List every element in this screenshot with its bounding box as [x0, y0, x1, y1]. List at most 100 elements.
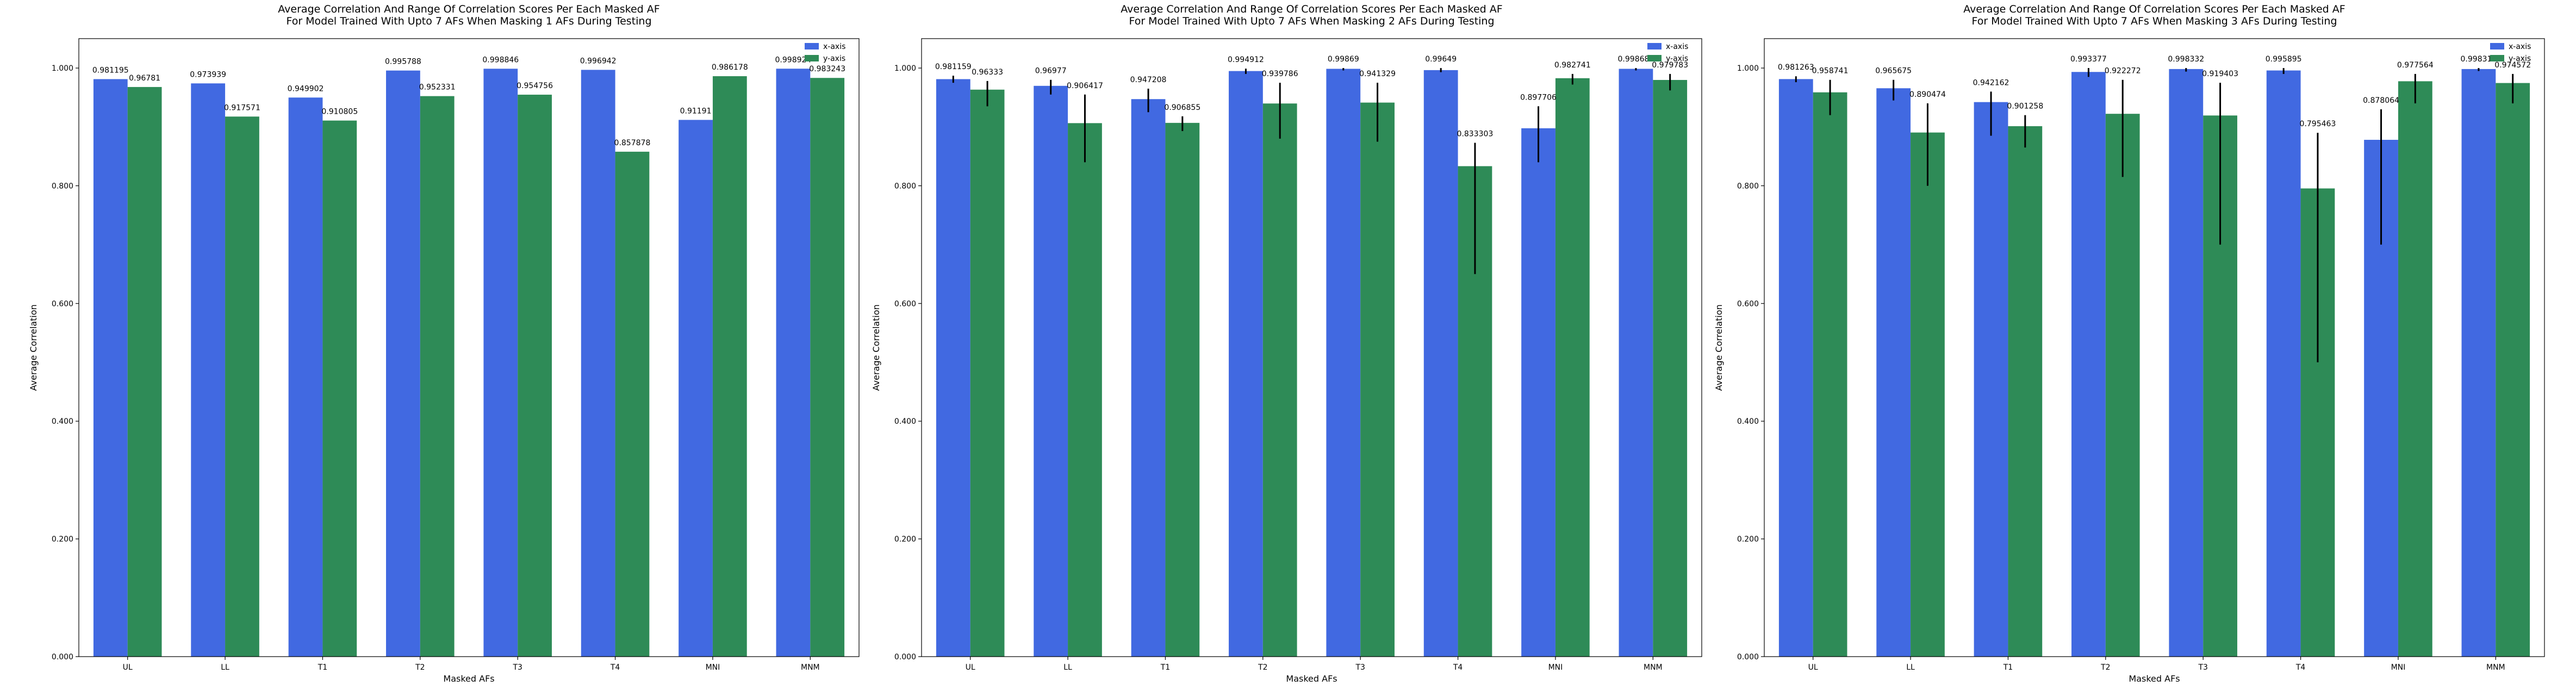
bar-y-axis-T1: [322, 120, 357, 657]
x-tick-label-UL: UL: [966, 663, 975, 672]
bar-y-axis-T2: [420, 96, 455, 657]
data-label-y-axis-T1: 0.910805: [321, 108, 358, 116]
data-label-x-axis-T2: 0.995788: [385, 58, 421, 66]
x-tick-label-MNM: MNM: [801, 663, 820, 672]
legend-swatch-y-axis: [805, 55, 819, 61]
y-tick-label: 1.000: [1737, 64, 1759, 73]
bar-x-axis-LL: [1876, 88, 1911, 657]
bar-x-axis-T1: [1131, 99, 1166, 657]
x-tick-label-MNI: MNI: [706, 663, 720, 672]
y-tick-label: 0.200: [894, 535, 916, 544]
x-tick-label-T4: T4: [2295, 663, 2306, 672]
bar-y-axis-T1: [1165, 122, 1200, 657]
x-axis-label: Masked AFs: [1286, 673, 1337, 684]
x-tick-label-T4: T4: [610, 663, 620, 672]
data-label-x-axis-MNM: 0.998316: [2461, 55, 2497, 64]
legend-label-y-axis: y-axis: [823, 54, 845, 63]
bar-x-axis-MNI: [679, 120, 713, 657]
data-label-y-axis-UL: 0.96781: [129, 74, 160, 83]
bar-y-axis-MNI: [712, 76, 747, 657]
y-tick-label: 0.000: [52, 653, 73, 662]
x-ticks: UL LL T1 T2 T3 T4 MNI MNM: [1808, 657, 2505, 672]
y-axis-label: Average Correlation: [28, 304, 39, 391]
y-tick-label: 0.400: [52, 417, 73, 426]
y-tick-label: 1.000: [894, 64, 916, 73]
data-label-y-axis-MNI: 0.982741: [1554, 61, 1591, 70]
bar-y-axis-T4: [615, 151, 650, 657]
x-tick-label-MNI: MNI: [1548, 663, 1563, 672]
bar-x-axis-LL: [191, 83, 226, 657]
bar-y-axis-LL: [1911, 132, 1945, 657]
chart-title-line-1: Average Correlation And Range Of Correla…: [1963, 3, 2345, 15]
y-tick-label: 0.200: [52, 535, 73, 544]
data-label-y-axis-UL: 0.958741: [1812, 67, 1849, 76]
legend-swatch-y-axis: [1647, 55, 1662, 61]
bar-y-axis-LL: [1068, 123, 1102, 657]
data-label-y-axis-T2: 0.952331: [419, 83, 456, 92]
bar-y-axis-T2: [2105, 114, 2140, 657]
data-label-x-axis-MNI: 0.897706: [1520, 93, 1557, 102]
legend: x-axis y-axis: [2490, 42, 2531, 63]
bar-x-axis-T3: [1326, 69, 1361, 657]
x-tick-label-T2: T2: [1258, 663, 1267, 672]
y-tick-label: 0.000: [894, 653, 916, 662]
x-tick-label-MNM: MNM: [1644, 663, 1663, 672]
data-label-y-axis-T4: 0.833303: [1457, 129, 1494, 138]
x-tick-label-LL: LL: [221, 663, 229, 672]
data-label-x-axis-MNI: 0.878064: [2363, 96, 2399, 105]
y-tick-label: 0.000: [1737, 653, 1759, 662]
legend-label-y-axis: y-axis: [1666, 54, 1688, 63]
data-label-x-axis-UL: 0.981263: [1778, 63, 1814, 72]
x-axis-label: Masked AFs: [2129, 673, 2180, 684]
data-label-y-axis-T4: 0.857878: [614, 139, 651, 147]
x-tick-label-UL: UL: [1808, 663, 1818, 672]
data-label-y-axis-T2: 0.922272: [2105, 67, 2141, 76]
bar-x-axis-T1: [1974, 102, 2008, 657]
x-axis-label: Masked AFs: [443, 673, 494, 684]
x-tick-label-T1: T1: [318, 663, 327, 672]
legend-label-x-axis: x-axis: [1666, 42, 1688, 51]
bar-x-axis-T2: [1229, 71, 1263, 657]
data-label-y-axis-UL: 0.96333: [972, 68, 1003, 77]
y-tick-label: 0.600: [894, 300, 916, 308]
chart-title-line-2: For Model Trained With Upto 7 AFs When M…: [286, 15, 651, 27]
x-tick-label-T1: T1: [1160, 663, 1170, 672]
data-label-x-axis-UL: 0.981159: [935, 63, 972, 71]
chart-title-line-2: For Model Trained With Upto 7 AFs When M…: [1971, 15, 2337, 27]
data-label-x-axis-T3: 0.998846: [482, 55, 519, 64]
bar-x-axis-T3: [2169, 69, 2204, 657]
bar-x-axis-LL: [1034, 85, 1068, 657]
bar-x-axis-T1: [288, 97, 323, 657]
x-tick-label-T2: T2: [2100, 663, 2110, 672]
bars: [936, 69, 1688, 657]
x-tick-label-LL: LL: [1906, 663, 1915, 672]
legend-label-x-axis: x-axis: [2509, 42, 2531, 51]
chart-panel-1: Average Correlation And Range Of Correla…: [28, 3, 860, 684]
legend: x-axis y-axis: [805, 42, 845, 63]
data-label-y-axis-MNI: 0.977564: [2397, 61, 2434, 70]
legend-label-x-axis: x-axis: [823, 42, 845, 51]
data-label-y-axis-LL: 0.917571: [224, 103, 260, 112]
bar-y-axis-UL: [127, 86, 162, 657]
plot-frame: [1764, 38, 2545, 657]
y-tick-label: 0.400: [894, 417, 916, 426]
chart-panel-2: Average Correlation And Range Of Correla…: [871, 3, 1702, 684]
bar-x-axis-MNM: [2461, 69, 2496, 657]
data-label-y-axis-MNM: 0.983243: [809, 65, 845, 73]
y-ticks: 0.000 0.200 0.400 0.600 0.800 1.000: [894, 64, 922, 662]
data-label-x-axis-T1: 0.949902: [288, 84, 324, 93]
y-tick-label: 0.800: [1737, 182, 1759, 190]
y-tick-label: 1.000: [52, 64, 73, 73]
bar-x-axis-T4: [581, 70, 615, 657]
bar-x-axis-UL: [936, 79, 970, 657]
data-label-y-axis-T3: 0.954756: [517, 82, 553, 90]
data-label-x-axis-LL: 0.96977: [1035, 67, 1067, 76]
data-label-x-axis-T3: 0.99869: [1328, 55, 1359, 64]
data-label-x-axis-T2: 0.994912: [1228, 55, 1264, 64]
x-tick-label-T3: T3: [512, 663, 522, 672]
bar-x-axis-MNM: [776, 69, 811, 657]
bar-x-axis-T2: [386, 70, 420, 657]
data-label-x-axis-MNI: 0.91191: [680, 107, 712, 115]
data-label-y-axis-T1: 0.906855: [1164, 103, 1200, 112]
